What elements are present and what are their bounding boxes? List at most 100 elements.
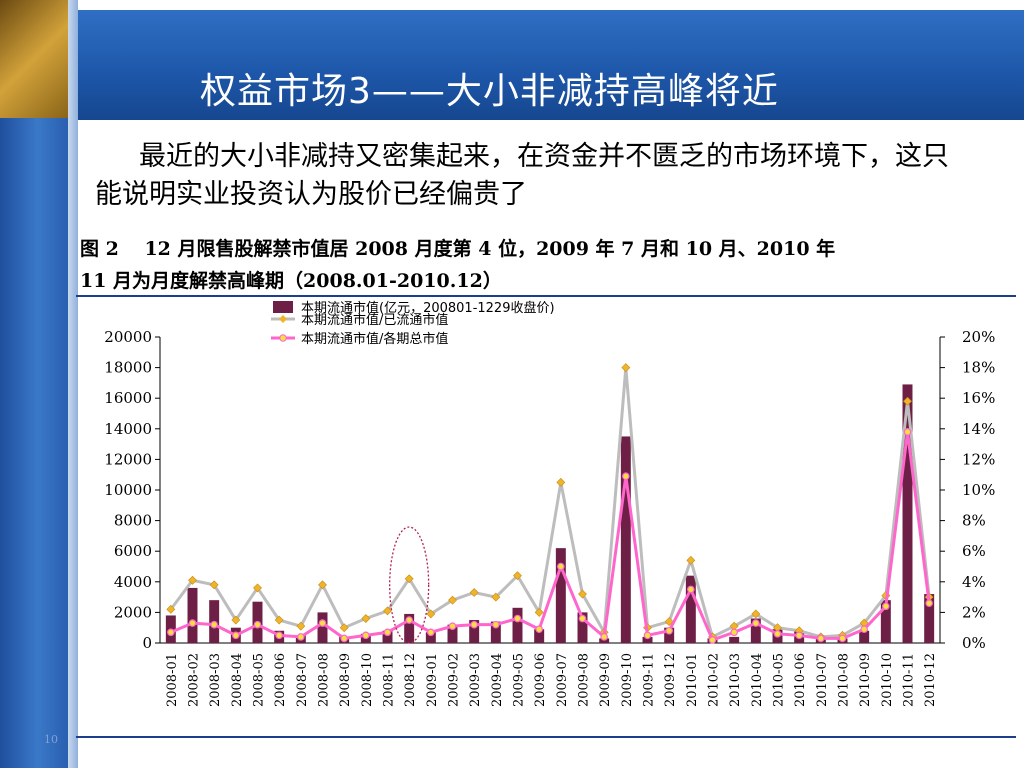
y-right-tick-label: 12%: [962, 450, 995, 468]
point-gray: [556, 477, 566, 487]
bar-series: [165, 384, 935, 643]
title-band: [78, 10, 1024, 120]
x-tick-label: 2008-08: [317, 653, 332, 707]
y-left-tick-label: 16000: [104, 389, 152, 407]
legend-label-bar: 本期流通市值(亿元，200801-1229收盘价): [301, 300, 555, 316]
y-right-tick-label: 4%: [962, 573, 986, 591]
point-pink: [752, 619, 760, 627]
bar: [490, 621, 501, 643]
point-pink: [318, 619, 327, 627]
point-pink: [492, 620, 500, 629]
page-title: 权益市场3——大小非减持高峰将近: [200, 71, 779, 112]
x-tick-label: 2010-10: [880, 653, 895, 707]
x-tick-label: 2008-09: [338, 653, 353, 707]
x-tick-label: 2009-06: [533, 653, 548, 707]
point-pink: [253, 620, 262, 629]
point-pink: [448, 622, 457, 630]
point-gray: [339, 623, 349, 633]
point-pink: [297, 633, 305, 641]
point-gray: [578, 589, 587, 599]
y-left-tick-label: 10000: [104, 481, 152, 499]
y-right-tick-label: 0%: [962, 634, 986, 652]
point-pink: [860, 625, 868, 634]
bar: [729, 636, 740, 643]
bar: [425, 632, 436, 643]
separator-line: [76, 295, 1016, 297]
point-pink: [773, 630, 782, 638]
figure-caption: 图 2 12 月限售股解禁市值居 2008 月度第 4 位，2009 年 7 月…: [80, 233, 1000, 297]
bar: [577, 612, 588, 643]
figure-caption-line-2: 11 月为月度解禁高峰期（2008.01-2010.12）: [80, 270, 502, 292]
bar: [880, 600, 891, 643]
x-tick-label: 2010-04: [750, 653, 765, 707]
x-tick-label: 2009-08: [577, 653, 592, 707]
x-tick-label: 2009-12: [663, 653, 678, 707]
y-left-tick-label: 2000: [114, 603, 152, 621]
release-value-chart: 本期流通市值(亿元，200801-1229收盘价)本期流通市值/已流通市值本期流…: [104, 300, 995, 707]
point-gray: [361, 614, 371, 623]
x-tick-label: 2009-05: [512, 653, 527, 707]
point-pink: [427, 628, 435, 637]
bar: [534, 629, 545, 643]
x-tick-label: 2010-07: [815, 653, 830, 707]
point-pink: [232, 631, 240, 640]
point-gray: [253, 583, 262, 593]
point-pink: [665, 626, 673, 635]
x-tick-label: 2008-03: [208, 653, 223, 707]
figure-caption-line-1: 图 2 12 月限售股解禁市值居 2008 月度第 4 位，2009 年 7 月…: [80, 238, 836, 260]
x-tick-label: 2010-09: [858, 653, 873, 707]
y-right-tick-label: 16%: [962, 389, 995, 407]
point-gray: [491, 592, 501, 602]
highlight-ellipse: [389, 526, 430, 644]
bar: [404, 613, 415, 643]
point-gray: [318, 580, 327, 590]
chart-axes: 0 2000 4000 6000 8000 10000 12000 14000 16000 180…: [104, 328, 995, 652]
point-gray: [513, 571, 522, 581]
line-pink: [170, 431, 931, 642]
point-gray: [469, 588, 479, 597]
bar: [187, 587, 198, 643]
handshake-logo-icon: [0, 0, 68, 118]
x-tick-label: 2010-01: [685, 653, 700, 707]
bar: [924, 594, 935, 643]
bar: [902, 384, 913, 643]
bar: [317, 612, 328, 643]
bar: [555, 548, 566, 643]
y-right-tick-label: 6%: [962, 542, 986, 560]
x-tick-label: 2010-03: [728, 653, 743, 707]
point-pink: [513, 614, 522, 623]
bar: [382, 630, 393, 643]
point-gray: [209, 580, 219, 590]
x-tick-label: 2008-04: [230, 653, 245, 707]
point-gray: [751, 609, 761, 619]
bar: [664, 627, 675, 643]
x-tick-label: 2009-04: [490, 653, 505, 707]
bar: [685, 575, 696, 643]
point-gray: [404, 574, 414, 584]
point-gray: [383, 606, 392, 616]
point-pink: [470, 620, 478, 629]
point-pink: [622, 472, 630, 481]
bar: [620, 436, 631, 643]
point-gray: [274, 615, 284, 625]
y-right-tick-label: 8%: [962, 512, 986, 530]
x-tick-label: 2008-06: [273, 653, 288, 707]
bar: [750, 618, 761, 643]
x-tick-label: 2008-07: [295, 653, 310, 707]
x-tick-label: 2010-05: [772, 653, 787, 707]
left-decor-strip: [68, 0, 78, 768]
body-text: 最近的大小非减持又密集起来，在资金并不匮乏的市场环境下，这只能说明实业投资认为股…: [95, 141, 949, 210]
bar: [512, 607, 523, 643]
point-pink: [687, 585, 695, 594]
point-gray: [903, 396, 912, 406]
y-right-tick-label: 2%: [962, 603, 986, 621]
point-pink: [362, 631, 370, 640]
point-gray: [534, 607, 544, 617]
point-gray: [188, 575, 197, 585]
x-tick-label: 2009-10: [620, 653, 635, 707]
x-tick-label: 2008-12: [403, 653, 418, 707]
point-pink: [925, 599, 933, 608]
x-tick-label: 2008-02: [187, 653, 202, 707]
y-left-tick-label: 0: [142, 634, 152, 652]
bar: [599, 638, 610, 643]
